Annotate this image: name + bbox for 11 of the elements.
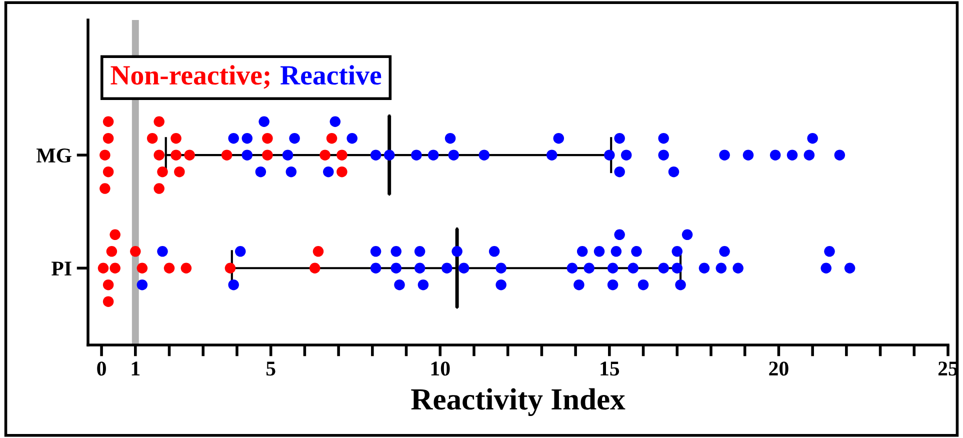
- x-tick-label: 10: [431, 362, 450, 376]
- series-label: Reactive: [280, 65, 382, 85]
- x-tick-label: 15: [600, 362, 620, 376]
- x-tick-label: 1: [132, 362, 140, 376]
- x-axis-title: Reactivity Index: [411, 388, 626, 416]
- series-label: Non-reactive;: [110, 65, 270, 89]
- x-tick-label: 20: [769, 362, 788, 376]
- x-tick-label: 0: [97, 362, 106, 376]
- y-tick-label: PI: [52, 262, 72, 276]
- y-tick-label: MG: [36, 148, 72, 163]
- x-tick-label: 5: [266, 362, 276, 376]
